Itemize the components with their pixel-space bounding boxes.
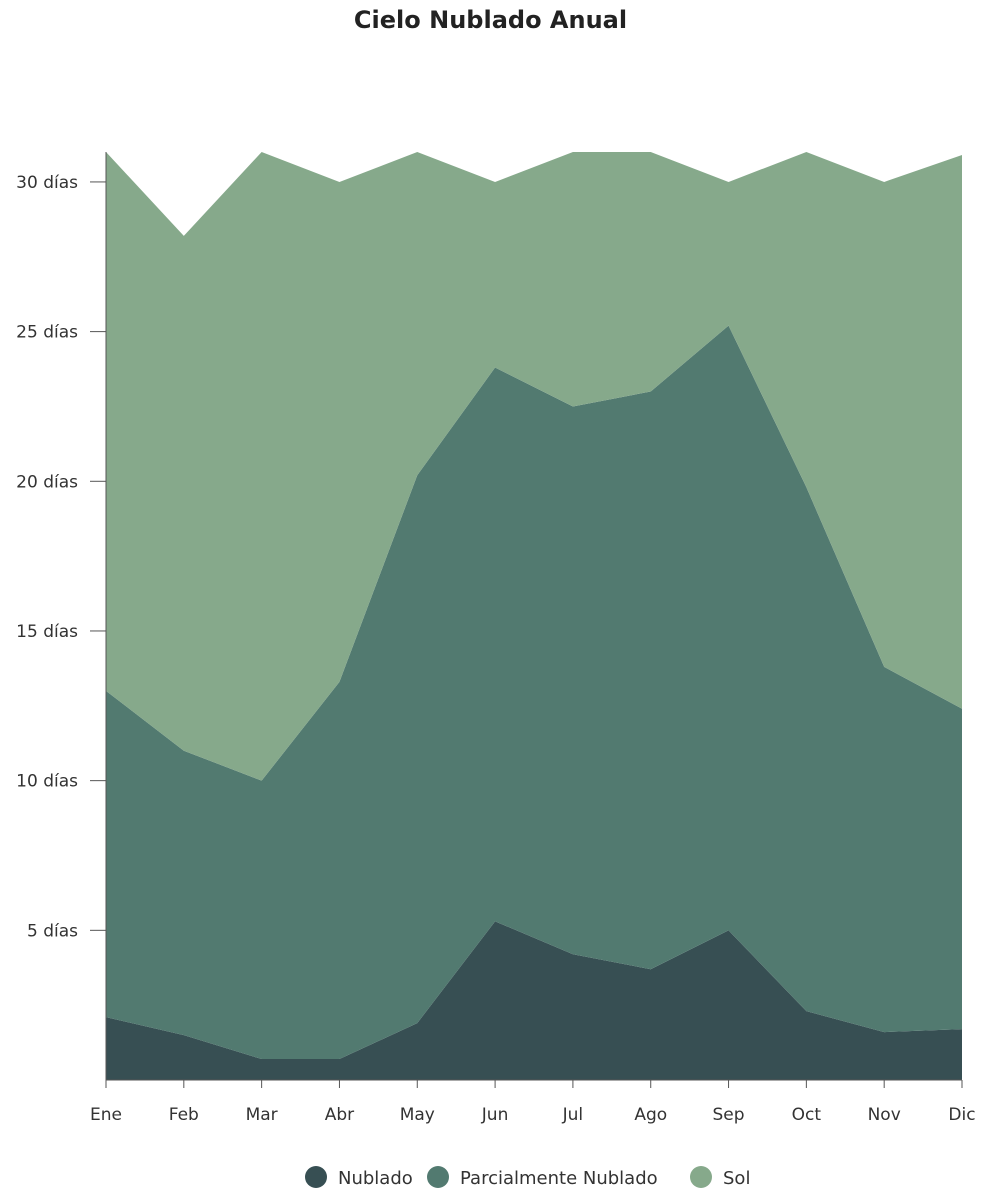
x-tick-label: Ago xyxy=(634,1105,667,1125)
legend-swatch xyxy=(427,1166,449,1188)
y-tick-label: 5 días xyxy=(27,921,78,941)
x-tick-label: Oct xyxy=(792,1105,822,1125)
x-tick-label: Sep xyxy=(713,1105,745,1125)
legend-label: Nublado xyxy=(338,1168,413,1189)
area-series-1 xyxy=(106,325,962,1060)
legend-swatch xyxy=(305,1166,327,1188)
y-tick-label: 15 días xyxy=(16,622,78,642)
area-layers xyxy=(106,152,962,1080)
x-tick-label: Mar xyxy=(246,1105,278,1125)
y-tick-label: 10 días xyxy=(16,772,78,792)
y-tick-label: 20 días xyxy=(16,472,78,492)
axes: 5 días 10 días 15 días 20 días 25 días 30 día… xyxy=(16,152,976,1125)
area-series-2 xyxy=(106,152,962,781)
area-series-0 xyxy=(106,921,962,1080)
legend: Nublado Parcialmente Nublado Sol xyxy=(305,1166,750,1189)
x-tick-label: Ene xyxy=(90,1105,122,1125)
legend-label: Parcialmente Nublado xyxy=(460,1168,658,1189)
x-tick-label: Feb xyxy=(169,1105,199,1125)
legend-swatch xyxy=(690,1166,712,1188)
x-tick-label: Dic xyxy=(948,1105,975,1125)
x-tick-label: Abr xyxy=(325,1105,354,1125)
chart-title: Cielo Nublado Anual xyxy=(353,6,628,34)
x-tick-label: Jun xyxy=(481,1105,509,1125)
x-tick-label: May xyxy=(400,1105,435,1125)
y-tick-label: 25 días xyxy=(16,323,78,343)
y-tick-label: 30 días xyxy=(16,173,78,193)
x-tick-label: Nov xyxy=(868,1105,901,1125)
x-tick-label: Jul xyxy=(562,1105,584,1125)
legend-label: Sol xyxy=(723,1168,750,1189)
